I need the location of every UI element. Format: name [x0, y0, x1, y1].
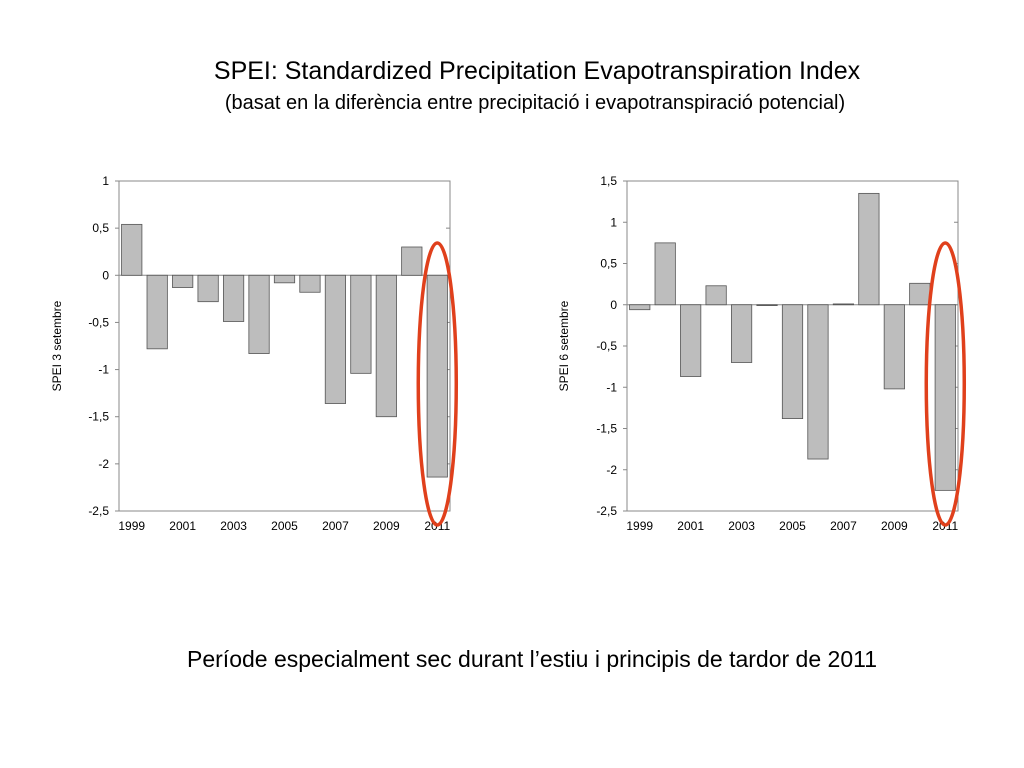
spei6-x-tick-label: 2001 [677, 519, 704, 533]
spei6-y-tick-label: -2,5 [596, 504, 617, 518]
spei6-y-tick-label: -1 [606, 380, 617, 394]
spei3-y-tick-label: 0 [102, 268, 109, 282]
spei6-bar-2010 [909, 282, 931, 306]
spei6-bar-2005 [781, 304, 804, 419]
spei3-y-tick-label: -1,5 [88, 410, 109, 424]
spei6-y-tick-label: -1,5 [596, 422, 617, 436]
spei6-bar-2003 [730, 304, 753, 363]
spei3-x-tick-label: 2003 [220, 519, 247, 533]
spei3-bar-2004 [248, 274, 270, 354]
spei6-bar-2011 [934, 304, 956, 491]
spei6-x-tick-label: 2007 [830, 519, 857, 533]
spei3-bar-2001 [172, 274, 194, 288]
spei6-y-tick-label: 0,5 [600, 257, 617, 271]
spei3-x-tick-label: 2009 [373, 519, 400, 533]
spei3-x-tick-label: 2001 [169, 519, 196, 533]
spei6-bar-2008 [858, 192, 880, 306]
spei6-x-tick-label: 2003 [728, 519, 755, 533]
spei6-y-tick-label: 0 [610, 298, 617, 312]
spei6-bar-2000 [654, 242, 676, 306]
spei3-x-tick-label: 1999 [118, 519, 145, 533]
spei6-y-axis-label: SPEI 6 setembre [557, 300, 571, 391]
spei6-bar-2004 [756, 304, 778, 306]
spei3-bar-2005 [273, 274, 296, 284]
spei3-bar-2002 [197, 274, 219, 303]
spei3-x-tick-label: 2007 [322, 519, 349, 533]
spei3-y-tick-label: -0,5 [88, 315, 109, 329]
slide-caption: Període especialment sec durant l’estiu … [187, 646, 877, 672]
spei6-bar-2006 [807, 304, 829, 460]
spei6-y-tick-label: -2 [606, 463, 617, 477]
spei3-y-tick-label: -2 [98, 457, 109, 471]
spei6-bar-2009 [883, 304, 905, 390]
spei3-bar-2010 [401, 246, 423, 276]
spei3-x-tick-label: 2005 [271, 519, 298, 533]
spei3-y-tick-label: 1 [102, 174, 109, 188]
spei3-bar-2006 [299, 274, 321, 293]
spei3-bar-2003 [222, 274, 245, 322]
spei3-bar-2008 [350, 274, 372, 374]
spei3-plot-frame [118, 180, 451, 512]
spei6-highlight-ellipse [924, 241, 967, 527]
spei6-bar-2002 [705, 285, 727, 306]
spei6-y-tick-label: 1,5 [600, 174, 617, 188]
spei3-bar-2000 [146, 274, 168, 350]
spei6-y-tick-label: -0,5 [596, 339, 617, 353]
spei6-x-tick-label: 1999 [626, 519, 653, 533]
spei3-highlight-ellipse [416, 241, 459, 527]
spei3-bar-2007 [324, 274, 347, 404]
spei6-x-tick-label: 2005 [779, 519, 806, 533]
spei3-y-tick-label: 0,5 [92, 221, 109, 235]
spei6-bar-2001 [680, 304, 702, 377]
spei3-bar-2009 [375, 274, 397, 418]
spei6-y-tick-label: 1 [610, 215, 617, 229]
spei6-bar-2007 [832, 303, 855, 306]
spei6-bar-1999 [629, 304, 651, 311]
spei3-y-axis-label: SPEI 3 setembre [50, 300, 64, 391]
slide-subtitle: (basat en la diferència entre precipitac… [224, 92, 846, 114]
spei3-bar-2011 [426, 274, 448, 478]
spei3-y-tick-label: -1 [98, 363, 109, 377]
spei3-y-tick-label: -2,5 [88, 504, 109, 518]
spei3-bar-1999 [121, 223, 143, 276]
slide-title: SPEI: Standardized Precipitation Evapotr… [213, 57, 861, 85]
spei6-x-tick-label: 2009 [881, 519, 908, 533]
